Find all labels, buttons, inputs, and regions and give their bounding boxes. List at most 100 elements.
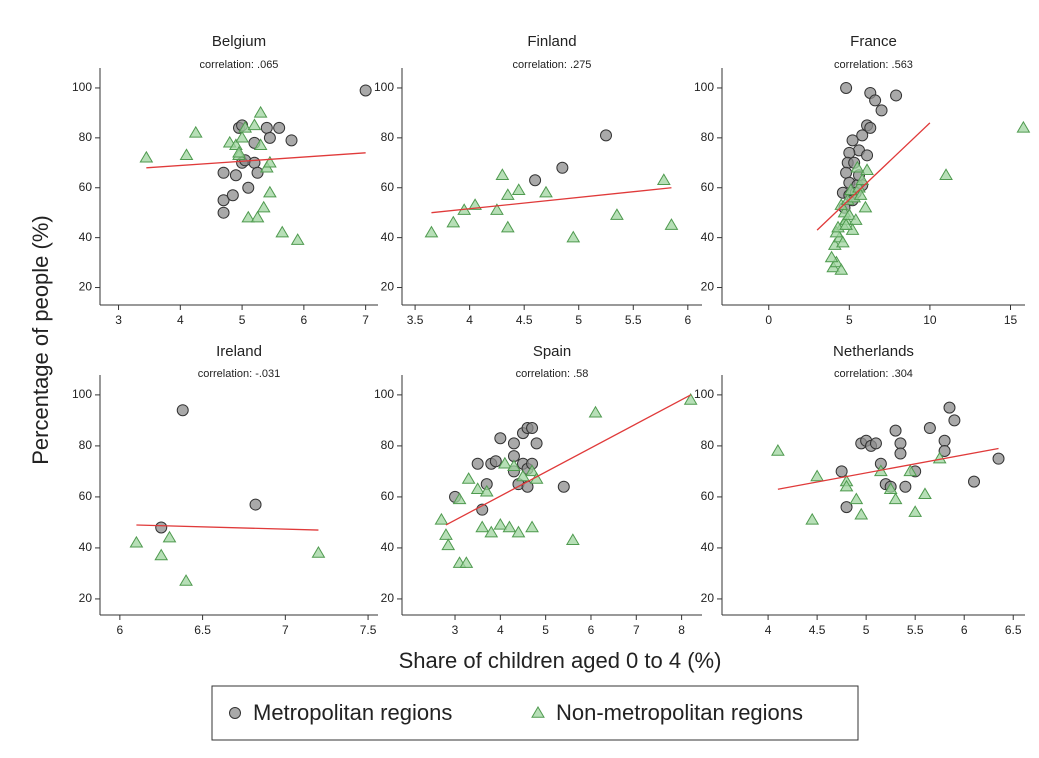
- x-tick-label: 7: [282, 623, 289, 637]
- scatter-point: [511, 525, 526, 538]
- panel-title: Belgium: [212, 33, 266, 50]
- scatter-point: [507, 437, 520, 450]
- scatter-point: [452, 492, 467, 505]
- scatter-point: [217, 166, 230, 179]
- y-tick-label: 60: [701, 489, 715, 503]
- scatter-point: [459, 556, 474, 568]
- scatter-point: [525, 464, 539, 477]
- legend-marker: [229, 707, 241, 719]
- scatter-point: [824, 250, 839, 263]
- panel-subtitle: correlation: .304: [834, 368, 913, 380]
- scatter-point: [248, 156, 261, 169]
- scatter-point: [139, 150, 154, 163]
- scatter-point: [903, 464, 918, 477]
- x-tick-label: 6.5: [194, 623, 211, 637]
- x-tick-label: 4.5: [516, 313, 533, 327]
- scatter-point: [610, 208, 624, 220]
- fit-line: [136, 524, 319, 531]
- y-tick-label: 40: [79, 540, 93, 554]
- scatter-point: [235, 130, 249, 143]
- panel-title: Ireland: [216, 343, 262, 360]
- scatter-point: [511, 183, 526, 195]
- scatter-point: [850, 160, 865, 173]
- scatter-point: [805, 512, 820, 525]
- scatter-point: [894, 437, 907, 450]
- scatter-point: [273, 121, 286, 134]
- x-axis-label: Share of children aged 0 to 4 (%): [399, 648, 722, 673]
- x-tick-label: 5: [863, 623, 870, 637]
- scatter-point: [251, 166, 264, 179]
- fit-line: [816, 122, 931, 231]
- scatter-point: [529, 174, 542, 187]
- x-tick-label: 3.5: [407, 313, 424, 327]
- scatter-point: [683, 393, 698, 405]
- y-axis-label: Percentage of people (%): [28, 215, 53, 465]
- scatter-point: [155, 521, 168, 534]
- scatter-point: [470, 482, 485, 494]
- x-tick-label: 7: [362, 313, 369, 327]
- fit-line: [445, 394, 691, 526]
- scatter-point: [888, 492, 903, 505]
- y-tick-label: 40: [381, 540, 395, 554]
- scatter-point: [908, 505, 923, 517]
- scatter-point: [858, 200, 873, 213]
- scatter-point: [497, 456, 512, 469]
- scatter-point: [253, 105, 268, 118]
- scatter-point: [179, 148, 194, 161]
- scatter-point: [188, 125, 203, 138]
- scatter-point: [938, 445, 951, 458]
- panel-title: Finland: [527, 33, 576, 50]
- scatter-point: [311, 546, 326, 558]
- scatter-point: [162, 530, 177, 543]
- scatter-point: [424, 225, 439, 238]
- scatter-point: [275, 225, 290, 238]
- scatter-point: [856, 129, 869, 142]
- panel-subtitle: correlation: .065: [200, 59, 279, 71]
- scatter-point: [948, 414, 961, 427]
- scatter-point: [179, 574, 193, 586]
- x-tick-label: 8: [678, 623, 685, 637]
- fit-line: [146, 152, 366, 169]
- x-tick-label: 4: [466, 313, 473, 327]
- y-tick-label: 80: [381, 438, 395, 452]
- panel-subtitle: correlation: .563: [834, 59, 913, 71]
- scatter-point: [539, 185, 553, 198]
- y-tick-label: 40: [381, 230, 395, 244]
- scatter-point: [840, 501, 853, 514]
- scatter-point: [849, 492, 864, 505]
- panel-title: France: [850, 33, 897, 50]
- y-tick-label: 100: [72, 387, 92, 401]
- scatter-point: [860, 163, 874, 175]
- scatter-point: [232, 145, 246, 158]
- scatter-point: [889, 424, 902, 437]
- scatter-point: [502, 520, 517, 533]
- scatter-point: [842, 208, 857, 220]
- scatter-point: [588, 405, 603, 418]
- x-tick-label: 6.5: [1005, 623, 1022, 637]
- y-tick-label: 40: [79, 230, 93, 244]
- scatter-point: [943, 401, 956, 414]
- y-tick-label: 80: [701, 438, 715, 452]
- y-tick-label: 60: [381, 489, 395, 503]
- scatter-point: [468, 198, 482, 210]
- scatter-point: [869, 94, 882, 107]
- x-tick-label: 0: [765, 313, 772, 327]
- scatter-point: [154, 548, 169, 561]
- scatter-point: [899, 480, 912, 493]
- scatter-point: [992, 452, 1005, 465]
- scatter-point: [525, 520, 539, 533]
- scatter-point: [249, 498, 262, 511]
- scatter-point: [242, 181, 255, 194]
- x-tick-label: 5.5: [625, 313, 642, 327]
- scatter-point: [836, 235, 850, 248]
- fit-line: [431, 187, 672, 214]
- x-tick-label: 15: [1004, 313, 1018, 327]
- scatter-point: [490, 203, 504, 215]
- y-tick-label: 80: [701, 130, 715, 144]
- scatter-point: [479, 484, 494, 497]
- panel-subtitle: correlation: -.031: [198, 368, 281, 380]
- scatter-point: [530, 437, 543, 450]
- y-tick-label: 20: [701, 591, 715, 605]
- scatter-point: [247, 118, 262, 131]
- scatter-point: [883, 482, 898, 494]
